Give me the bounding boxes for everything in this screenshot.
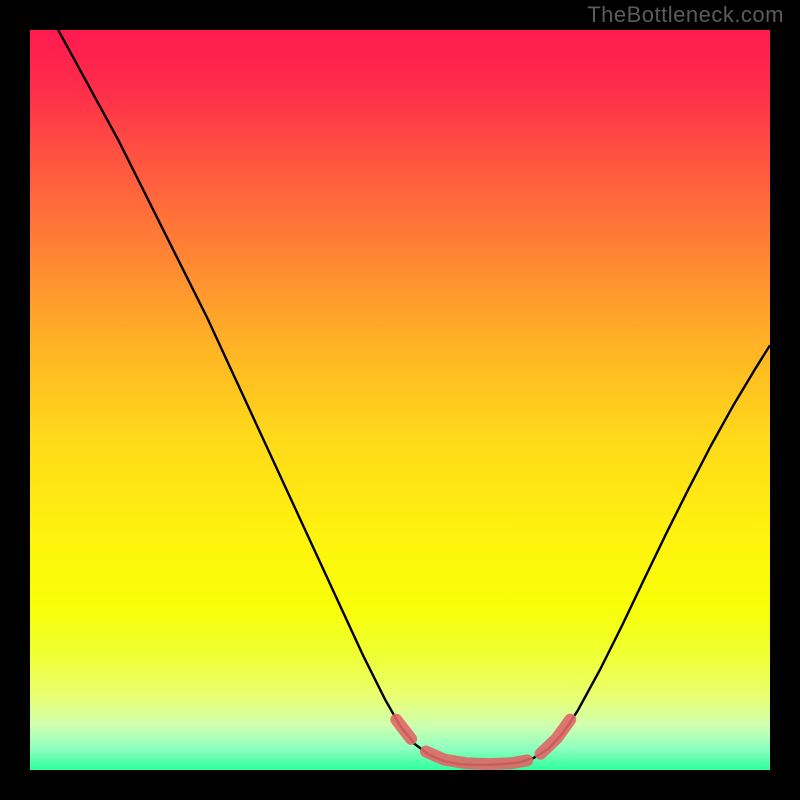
watermark-text: TheBottleneck.com	[587, 2, 784, 28]
optimal-range-segment-1	[426, 752, 527, 765]
optimal-range-segment-0	[396, 720, 411, 739]
plot-area	[30, 30, 770, 770]
bottleneck-curve	[58, 30, 770, 765]
curve-layer	[30, 30, 770, 770]
optimal-range-segment-2	[541, 720, 571, 754]
